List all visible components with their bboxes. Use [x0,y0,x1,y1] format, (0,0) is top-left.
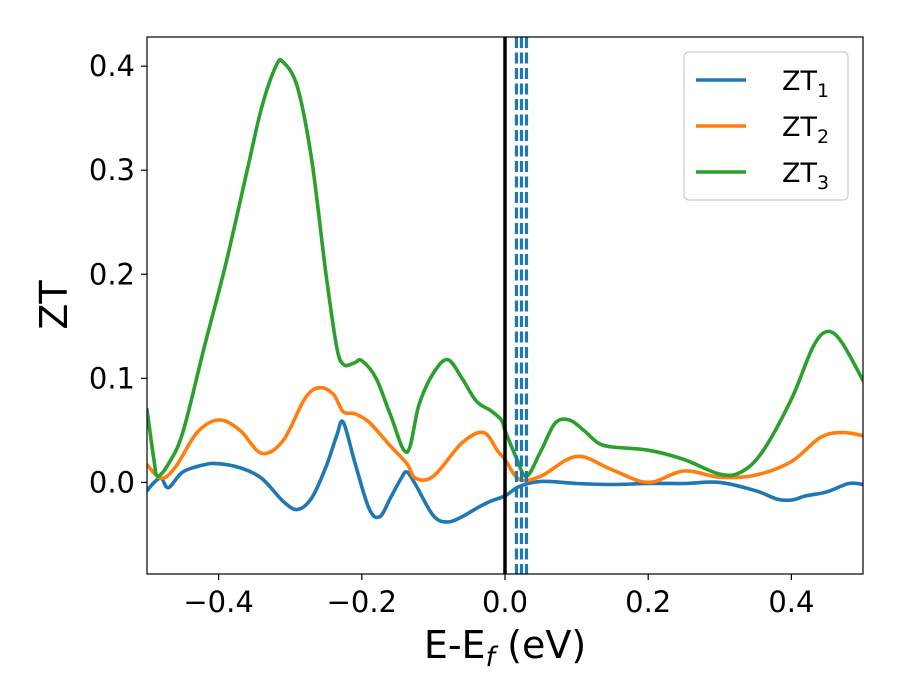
y-tick-label: 0.2 [89,257,135,291]
legend: ZT1 ZT2 ZT3 [683,51,849,201]
x-tick-label: −0.4 [183,585,253,619]
x-axis-label: E-Ef (eV) [424,623,586,673]
y-axis-ticks: 0.0 0.1 0.2 0.3 0.4 [89,49,147,499]
series-layer [147,57,863,524]
legend-label: ZT3 [782,158,829,194]
vertical-lines [503,37,529,574]
y-tick-label: 0.4 [89,49,135,83]
series-line-zt3 [147,57,863,478]
y-axis-label: ZT [32,280,76,330]
x-tick-label: −0.2 [327,585,397,619]
series-line-zt2 [147,385,863,485]
x-axis-ticks: −0.4 −0.2 0.0 0.2 0.4 [183,574,814,619]
x-tick-label: 0.0 [482,585,528,619]
x-tick-label: 0.4 [768,585,814,619]
legend-label: ZT2 [782,112,829,148]
series-line-zt1 [147,419,863,524]
x-tick-label: 0.2 [625,585,671,619]
y-tick-label: 0.0 [89,465,135,499]
legend-label: ZT1 [782,66,829,102]
legend-box [683,51,849,201]
y-tick-label: 0.3 [89,153,135,187]
y-tick-label: 0.1 [89,361,135,395]
